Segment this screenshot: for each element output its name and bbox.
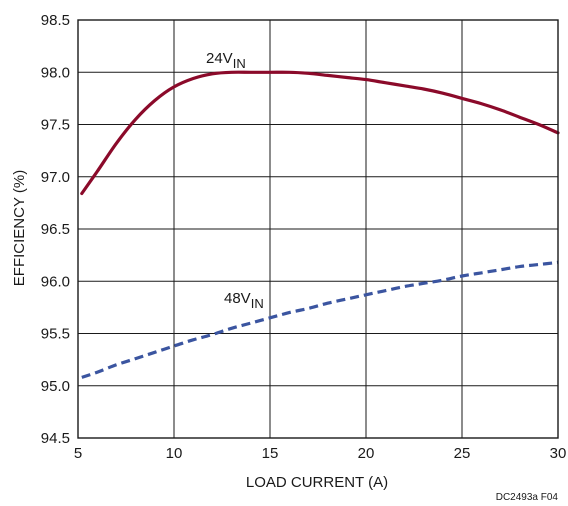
y-tick-label: 98.5 (41, 12, 70, 29)
series-label-48vin-sub: IN (251, 296, 264, 311)
series-label-24vin-sub: IN (233, 56, 246, 71)
x-axis-label: LOAD CURRENT (A) (246, 474, 388, 491)
y-tick-label: 95.5 (41, 326, 70, 343)
grid-lines (77, 19, 559, 439)
series-line-48vin (81, 260, 559, 379)
series-label-24vin: 24VIN (206, 50, 246, 71)
y-tick-labels: 94.5 95.0 95.5 96.0 96.5 97.0 97.5 98.0 98.5 (41, 12, 70, 447)
y-tick-label: 98.0 (41, 64, 70, 81)
y-tick-label: 97.5 (41, 117, 70, 134)
x-tick-label: 20 (358, 445, 375, 462)
y-tick-label: 95.0 (41, 378, 70, 395)
x-tick-label: 30 (550, 445, 567, 462)
x-tick-label: 5 (74, 445, 82, 462)
figure-id: DC2493a F04 (496, 492, 559, 503)
series-label-48vin: 48VIN (224, 290, 264, 311)
plot-frame (77, 19, 559, 439)
x-tick-labels: 5 10 15 20 25 30 (74, 445, 567, 462)
x-tick-label: 15 (262, 445, 279, 462)
y-tick-label: 96.5 (41, 221, 70, 238)
y-tick-label: 96.0 (41, 273, 70, 290)
y-axis-label: EFFICIENCY (%) (11, 170, 28, 286)
y-tick-label: 94.5 (41, 430, 70, 447)
y-tick-label: 97.0 (41, 169, 70, 186)
series-label-24vin-main: 24V (206, 50, 233, 67)
x-tick-label: 25 (454, 445, 471, 462)
series-layer (80, 70, 560, 379)
series-line-24vin (80, 70, 560, 196)
x-tick-label: 10 (166, 445, 183, 462)
series-label-48vin-main: 48V (224, 290, 251, 307)
